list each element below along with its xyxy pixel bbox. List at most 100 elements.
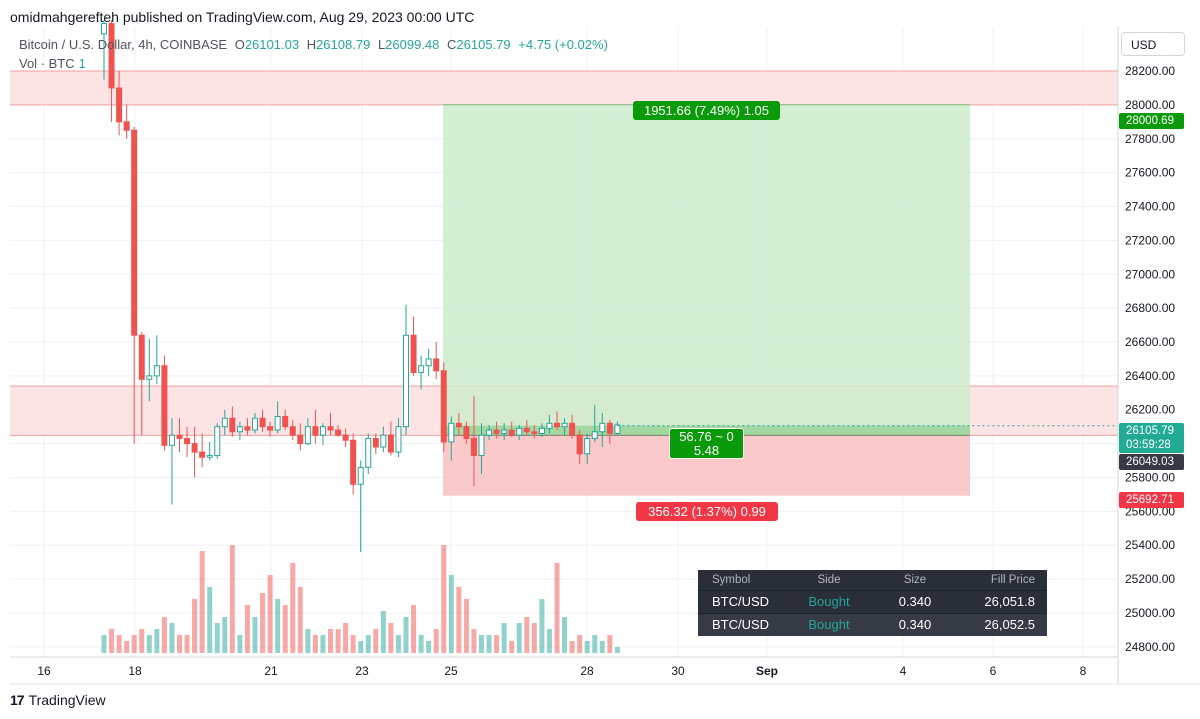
volume-bar (456, 587, 462, 653)
y-tick-label: 25400.00 (1125, 538, 1175, 552)
volume-bar (531, 623, 537, 653)
candle-body (221, 417, 228, 428)
volume-bar (124, 641, 130, 653)
candle-body (508, 429, 515, 436)
volume-bar (131, 635, 137, 653)
header-fill-price: Fill Price (990, 574, 1035, 586)
volume-bar (380, 611, 386, 653)
volume-bar (177, 635, 182, 653)
open-label: O (234, 37, 245, 52)
y-tick-label: 27200.00 (1125, 233, 1175, 247)
candle-body (470, 438, 477, 456)
candle-body (501, 429, 508, 434)
candle-body (448, 422, 455, 443)
table-row[interactable]: BTC/USD Bought 0.340 26,052.5 (698, 613, 1047, 636)
candle-body (554, 422, 560, 428)
volume-bar (479, 635, 484, 653)
candles (101, 20, 1118, 552)
tradingview-logo[interactable]: 17 TradingView (10, 692, 106, 708)
y-tick-label: 28000.00 (1125, 98, 1175, 112)
currency-button[interactable]: USD (1121, 32, 1185, 56)
volume-bar (599, 641, 605, 653)
candle-body (614, 424, 621, 434)
volume-bar (486, 635, 492, 653)
volume-bar (297, 587, 303, 653)
x-tick-label: 21 (264, 664, 278, 678)
tradingview-brand: TradingView (28, 692, 106, 708)
stop-label: 356.32 (1.37%) 0.99 (636, 502, 778, 521)
candle-body (538, 427, 545, 434)
y-tick-label: 25800.00 (1125, 470, 1175, 484)
volume-bar (524, 617, 530, 653)
change-value: +4.75 (+0.02%) (518, 37, 608, 52)
candle-body (259, 417, 266, 428)
volume-bar (229, 545, 235, 653)
volume-bar (109, 629, 115, 653)
y-tick-label: 26600.00 (1125, 335, 1175, 349)
chart-axes: 24800.0025000.0025200.0025400.0025600.00… (10, 27, 1200, 685)
x-tick-label: 28 (580, 664, 594, 678)
volume-bar (614, 647, 620, 653)
target-price-tag: 28000.69 (1119, 113, 1184, 129)
volume-bar (222, 617, 228, 653)
stop-price-tag: 25692.71 (1119, 492, 1184, 508)
volume-bar (320, 635, 326, 653)
y-tick-label: 27400.00 (1125, 200, 1175, 214)
high-value: 26108.79 (316, 37, 371, 52)
volume-bar (237, 635, 243, 653)
volume-bar (448, 575, 454, 653)
header-symbol: Symbol (712, 574, 751, 586)
candle-body (357, 466, 364, 485)
candle-body (599, 422, 606, 433)
candle-body (433, 358, 440, 372)
candle-body (138, 334, 145, 380)
volume-bar (373, 629, 379, 653)
volume-bar (577, 635, 583, 653)
orders-header-row: Symbol Side Size Fill Price (698, 570, 1047, 590)
position-info-line1: 56.76 ~ 0 (679, 429, 734, 444)
volume-bar (169, 623, 175, 653)
candle-body (372, 438, 379, 448)
y-tick-label: 26200.00 (1125, 403, 1175, 417)
close-label: C (447, 37, 457, 52)
y-tick-label: 26800.00 (1125, 301, 1175, 315)
volume-bar (441, 545, 447, 653)
last-price-tag: 26105.79 03:59:28 (1119, 423, 1184, 453)
tradingview-logo-mark: 17 (10, 692, 25, 708)
candle-body (531, 431, 538, 434)
volume-bar (358, 641, 364, 653)
volume-value: 1 (78, 56, 86, 71)
candle-body (146, 375, 153, 380)
y-tick-label: 27600.00 (1125, 166, 1175, 180)
volume-bar (569, 641, 575, 653)
candle-body (546, 422, 553, 429)
x-tick-label: 25 (444, 664, 458, 678)
y-tick-label: 27800.00 (1125, 132, 1175, 146)
table-row[interactable]: BTC/USD Bought 0.340 26,051.8 (698, 590, 1047, 613)
candle-body (184, 438, 191, 445)
candle-body (410, 334, 417, 373)
bar-countdown: 03:59:28 (1126, 439, 1171, 451)
x-tick-label: Sep (756, 664, 778, 678)
candle-body (350, 439, 357, 485)
x-tick-label: 4 (900, 664, 907, 678)
last-price-value: 26105.79 (1126, 425, 1174, 437)
volume-bar (290, 563, 296, 653)
y-tick-label: 28200.00 (1125, 64, 1175, 78)
candle-body (425, 358, 432, 367)
candle-body (274, 416, 281, 431)
low-label: L (377, 37, 386, 52)
candle-body (131, 129, 138, 336)
volume-bar (403, 617, 409, 653)
volume-bar (350, 635, 356, 653)
candle-body (455, 422, 462, 428)
volume-bar (305, 629, 311, 653)
candle-body (252, 417, 258, 431)
candle-body (244, 426, 251, 431)
volume-bar (516, 623, 522, 653)
candle-body (523, 427, 530, 433)
volume-bar (463, 599, 469, 653)
symbol-name: Bitcoin / U.S. Dollar, 4h, COINBASE (19, 37, 228, 52)
volume-bar (207, 587, 213, 653)
y-tick-label: 26400.00 (1125, 369, 1175, 383)
